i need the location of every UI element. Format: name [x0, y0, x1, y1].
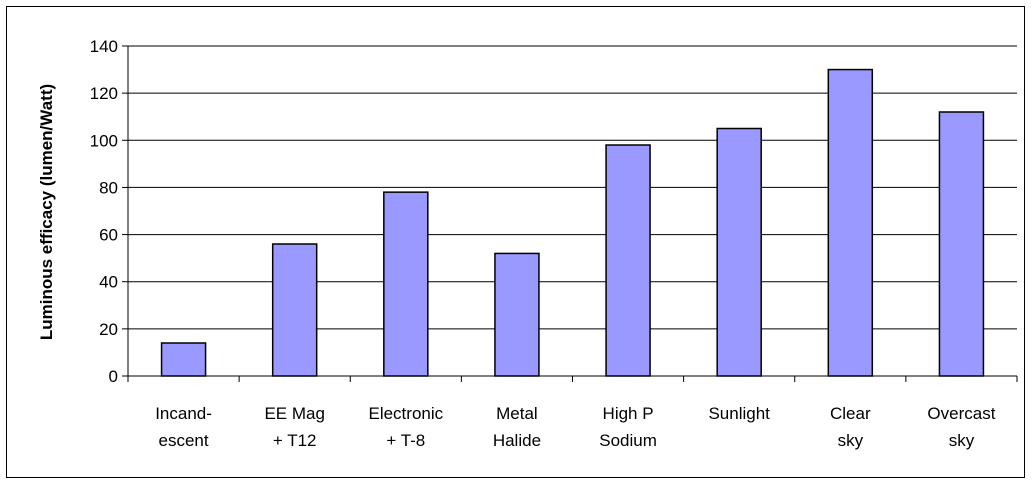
- x-tick-label: Sunlight: [708, 404, 770, 423]
- y-tick-label: 140: [90, 37, 118, 56]
- bar: [383, 191, 429, 377]
- bar: [938, 111, 985, 377]
- bar: [160, 342, 207, 377]
- bar: [605, 144, 651, 377]
- y-tick-label: 40: [99, 273, 118, 292]
- x-tick-label: Incand-escent: [155, 404, 212, 450]
- axes: [122, 45, 1018, 382]
- y-axis-label: Luminous efficacy (lumen/Watt): [37, 84, 56, 340]
- gridlines: [128, 45, 1017, 330]
- bar: [494, 252, 540, 377]
- bar: [827, 68, 874, 377]
- y-tick-labels: 0 20 40 60 80 100 120 140: [90, 37, 118, 386]
- y-tick-label: 20: [99, 320, 118, 339]
- x-tick-label: Clear sky: [830, 404, 871, 450]
- y-tick-label: 0: [109, 367, 118, 386]
- y-tick-label: 60: [99, 226, 118, 245]
- y-tick-label: 120: [90, 84, 118, 103]
- x-tick-label: Metal Halide: [493, 404, 541, 450]
- x-tick-label: High P Sodium: [599, 404, 657, 450]
- y-tick-label: 100: [90, 131, 118, 150]
- x-tick-label: Electronic + T-8: [368, 404, 443, 450]
- bars: [160, 68, 985, 377]
- bar: [716, 127, 762, 377]
- x-tick-label: Overcast sky: [927, 404, 995, 450]
- bar: [271, 243, 318, 377]
- y-tick-label: 80: [99, 178, 118, 197]
- x-tick-labels: Incand-escent EE Mag + T12 Electronic + T-8 M…: [155, 404, 996, 450]
- x-tick-label: EE Mag + T12: [264, 404, 324, 450]
